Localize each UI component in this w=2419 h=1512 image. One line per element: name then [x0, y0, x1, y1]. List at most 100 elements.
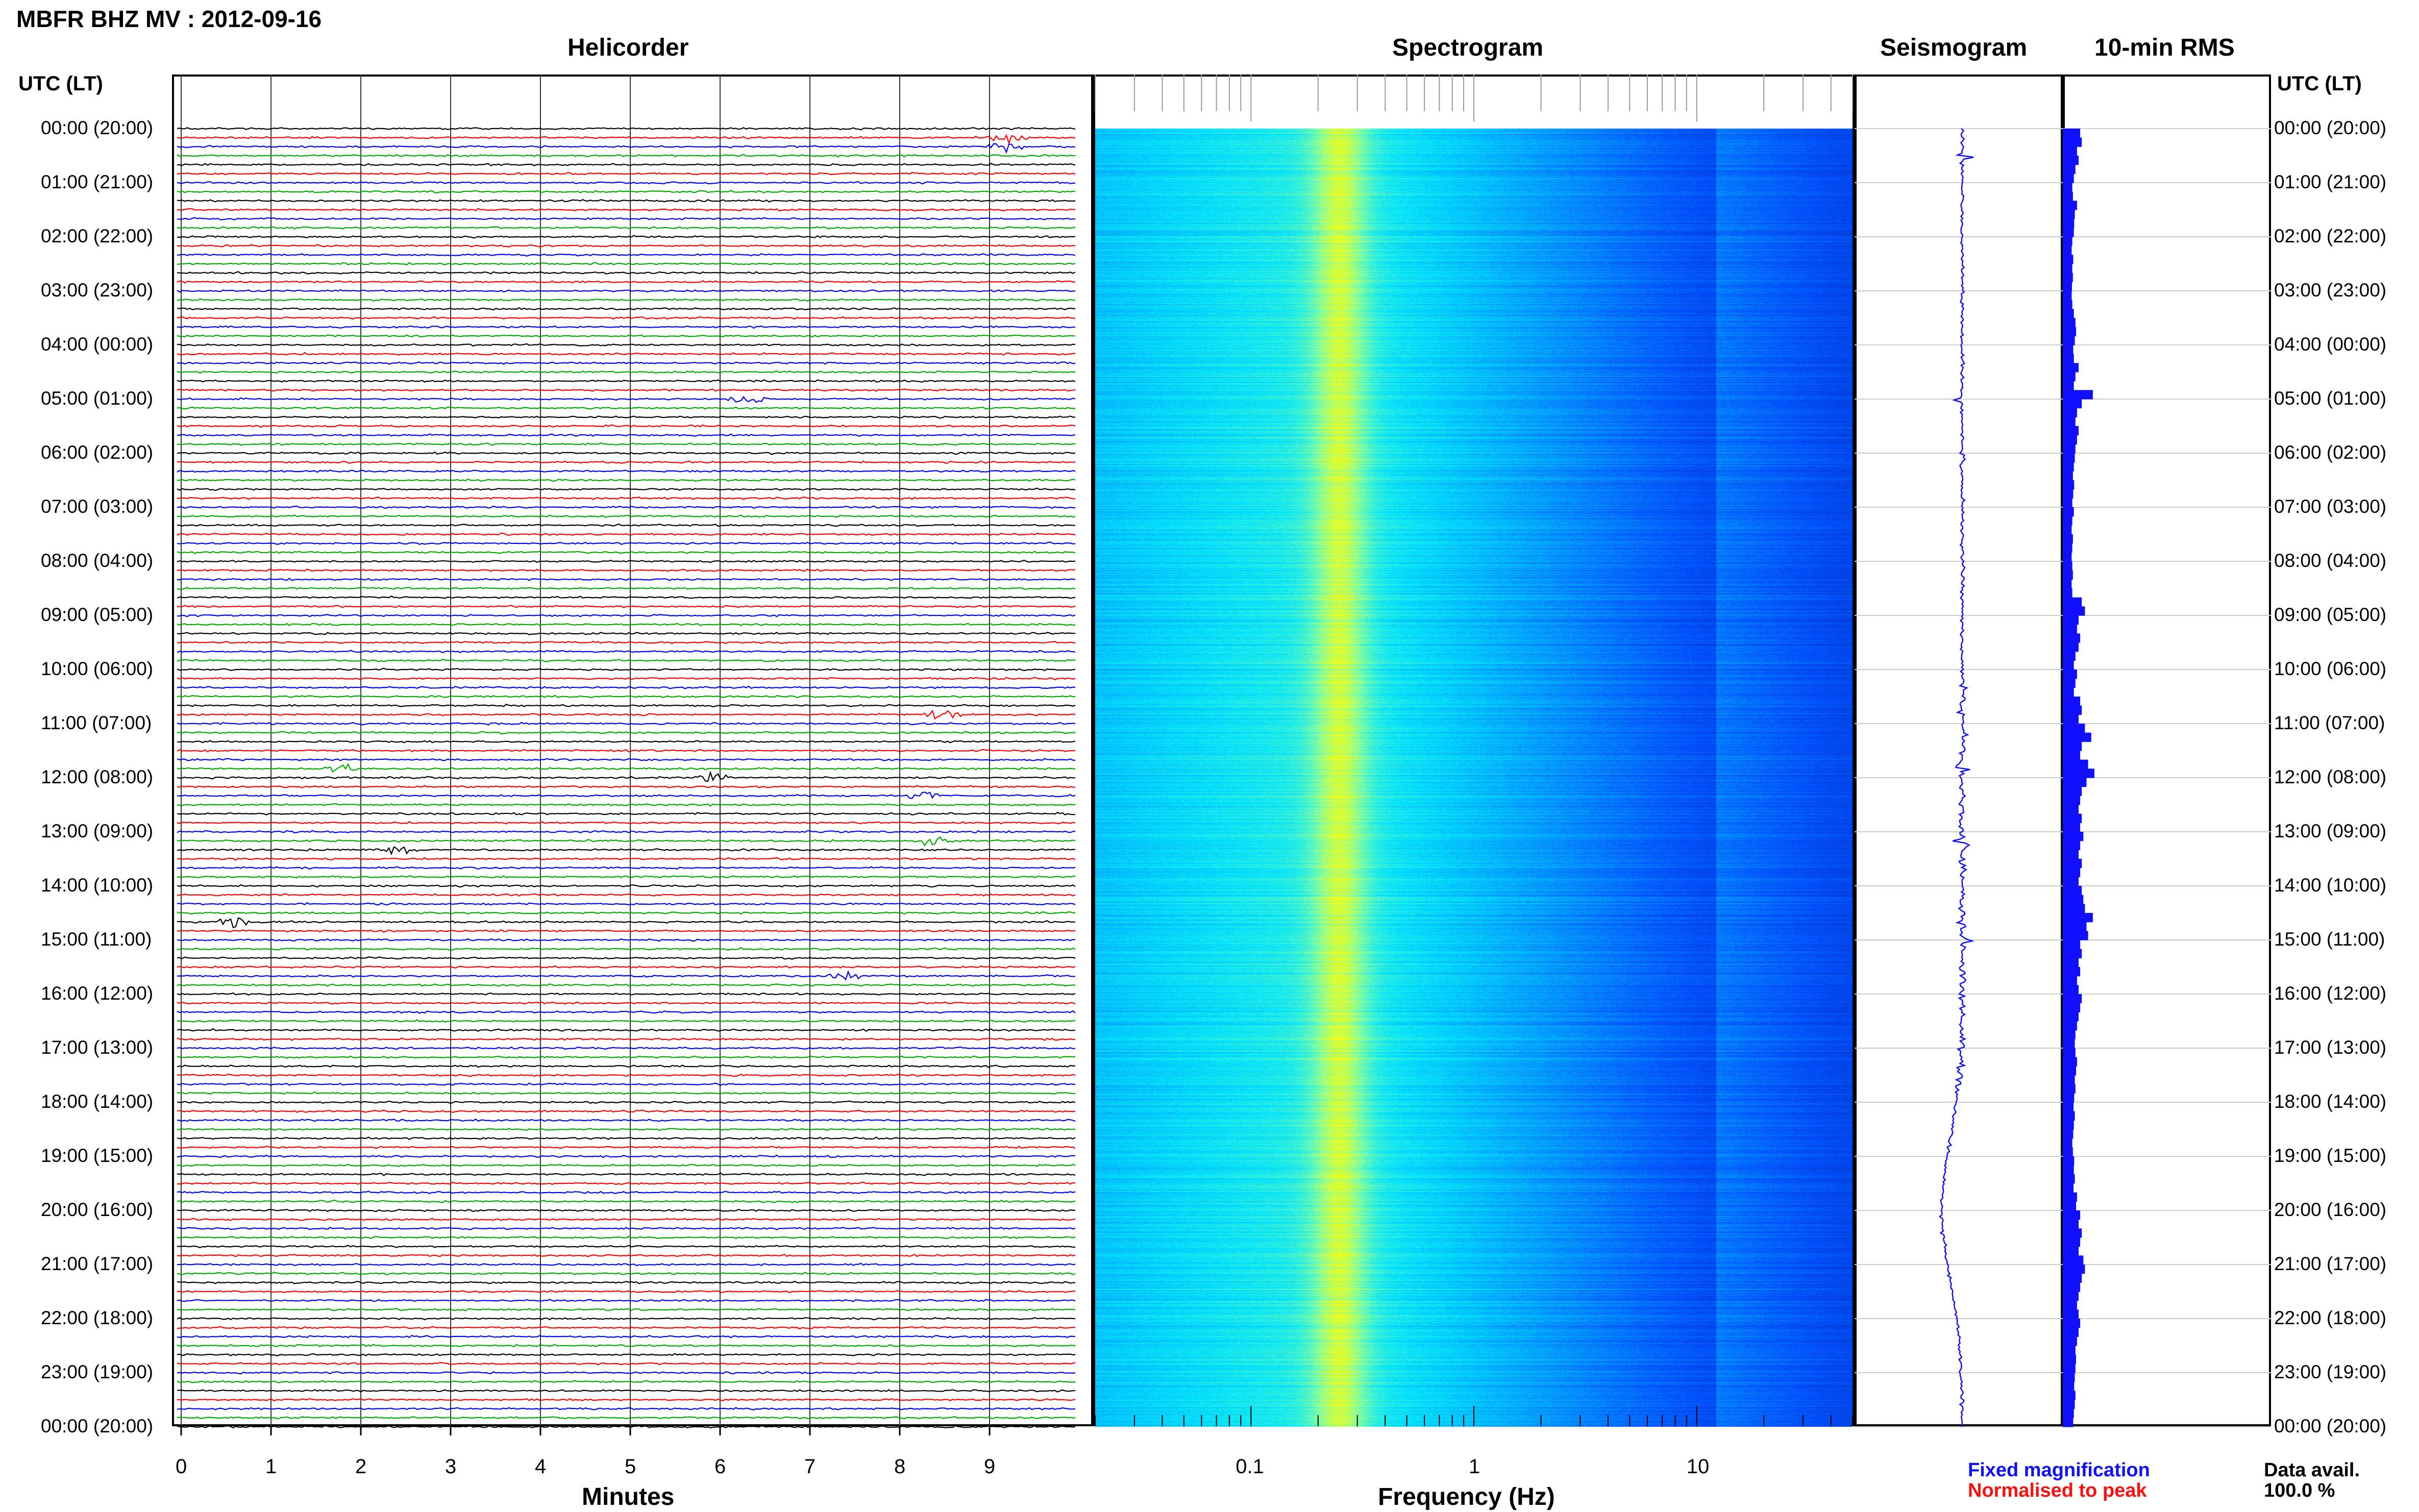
rms-bar: [2063, 462, 2074, 472]
rms-bar: [2063, 805, 2079, 814]
rms-bar: [2063, 191, 2073, 201]
helicorder-trace: [177, 1200, 1076, 1203]
helicorder-trace: [177, 1154, 1075, 1158]
helicorder-trace: [177, 992, 1076, 996]
rms-bar: [2063, 895, 2084, 904]
rms-bar: [2063, 1228, 2082, 1238]
helicorder-trace: [177, 395, 1076, 403]
rms-bar: [2063, 1309, 2079, 1319]
rms-bar: [2063, 705, 2082, 715]
rms-bar: [2063, 769, 2094, 778]
left-time-label: 15:00 (11:00): [41, 929, 152, 950]
helicorder-trace: [177, 551, 1076, 554]
rms-bar: [2063, 291, 2072, 301]
helicorder-trace: [177, 343, 1076, 347]
rms-bar: [2063, 309, 2074, 318]
rms-bar: [2063, 985, 2079, 995]
data-availability-value: 100.0 %: [2264, 1480, 2335, 1501]
rms-bar: [2063, 1210, 2081, 1220]
helicorder-title: Helicorder: [567, 34, 689, 61]
helicorder-trace: [177, 731, 1076, 735]
helicorder-trace: [177, 1091, 1076, 1095]
rms-bar: [2063, 336, 2075, 345]
seismogram-panel: [1855, 75, 2063, 1426]
helicorder-trace: [177, 388, 1076, 392]
helicorder-trace: [177, 514, 1076, 518]
helicorder-trace: [177, 361, 1076, 365]
rms-bar: [2063, 1111, 2075, 1121]
helicorder-trace: [177, 244, 1076, 248]
left-time-label: 19:00 (15:00): [41, 1145, 154, 1166]
helicorder-trace: [177, 190, 1076, 194]
helicorder-trace: [177, 316, 1076, 320]
helicorder-trace: [177, 1037, 1076, 1041]
helicorder-trace: [177, 614, 1076, 617]
rms-plot: [2063, 128, 2271, 1427]
rms-bar: [2063, 958, 2079, 968]
helicorder-trace: [177, 1389, 1076, 1393]
helicorder-trace: [177, 370, 1076, 374]
helicorder-trace: [177, 199, 1076, 203]
helicorder-trace: [177, 1073, 1076, 1077]
helicorder-trace: [177, 143, 1076, 154]
rms-bar: [2063, 1292, 2079, 1301]
right-time-label: 21:00 (17:00): [2274, 1253, 2387, 1274]
helicorder-trace: [177, 830, 1076, 834]
rms-bar: [2063, 1391, 2076, 1400]
helicorder-trace: [177, 568, 1076, 572]
seismogram-trace: [1938, 128, 1975, 1427]
helicorder-x-tick-label: 3: [445, 1455, 457, 1478]
helicorder-trace: [177, 695, 1076, 699]
helicorder-trace: [177, 171, 1076, 176]
spectrogram-xlabel: Frequency (Hz): [1378, 1483, 1555, 1510]
rms-bar: [2063, 183, 2072, 192]
right-time-label: 23:00 (19:00): [2274, 1361, 2387, 1382]
rms-bar: [2063, 453, 2075, 463]
rms-bar: [2063, 1156, 2075, 1166]
rms-bar: [2063, 1138, 2072, 1148]
helicorder-trace: [177, 1028, 1076, 1032]
helicorder-trace: [177, 758, 1076, 761]
rms-bar: [2063, 651, 2076, 661]
helicorder-trace: [177, 917, 1076, 929]
rms-bar: [2063, 570, 2073, 580]
helicorder-trace: [177, 253, 1076, 257]
rms-bar: [2063, 426, 2079, 436]
left-time-label: 20:00 (16:00): [41, 1199, 154, 1220]
rms-bar: [2063, 714, 2079, 724]
right-time-label: 17:00 (13:00): [2274, 1037, 2387, 1058]
right-time-label: 00:00 (20:00): [2274, 117, 2387, 138]
legend-normalised-to-peak: Normalised to peak: [1968, 1480, 2147, 1501]
left-time-label: 22:00 (18:00): [41, 1307, 154, 1328]
helicorder-trace: [177, 1334, 1076, 1339]
rms-bar: [2063, 697, 2081, 706]
helicorder-trace: [177, 846, 1076, 856]
rms-bar: [2063, 624, 2077, 634]
helicorder-trace: [177, 857, 1076, 861]
seismogram-title: Seismogram: [1880, 34, 2028, 61]
rms-bar: [2063, 796, 2081, 805]
rms-bar: [2063, 687, 2074, 697]
right-time-label: 14:00 (10:00): [2274, 875, 2387, 896]
rms-bar: [2063, 129, 2081, 138]
rms-bar: [2063, 904, 2085, 913]
helicorder-trace: [177, 406, 1076, 410]
right-time-label: 07:00 (03:00): [2274, 496, 2387, 517]
rms-bar: [2063, 1012, 2079, 1022]
helicorder-trace: [177, 1380, 1076, 1383]
rms-bar: [2063, 732, 2091, 742]
helicorder-trace: [177, 208, 1076, 212]
rms-bar: [2063, 922, 2087, 931]
helicorder-trace: [177, 1064, 1076, 1069]
left-time-label: 01:00 (21:00): [41, 171, 154, 192]
rms-bar: [2063, 390, 2093, 400]
rms-bar: [2063, 670, 2077, 679]
helicorder-trace: [177, 460, 1076, 464]
helicorder-trace: [177, 379, 1076, 383]
helicorder-trace: [177, 451, 1076, 455]
helicorder-trace: [177, 811, 1075, 816]
helicorder-trace: [177, 352, 1076, 356]
helicorder-trace: [177, 685, 1076, 689]
helicorder-trace: [177, 1109, 1076, 1113]
helicorder-trace: [177, 1272, 1076, 1276]
